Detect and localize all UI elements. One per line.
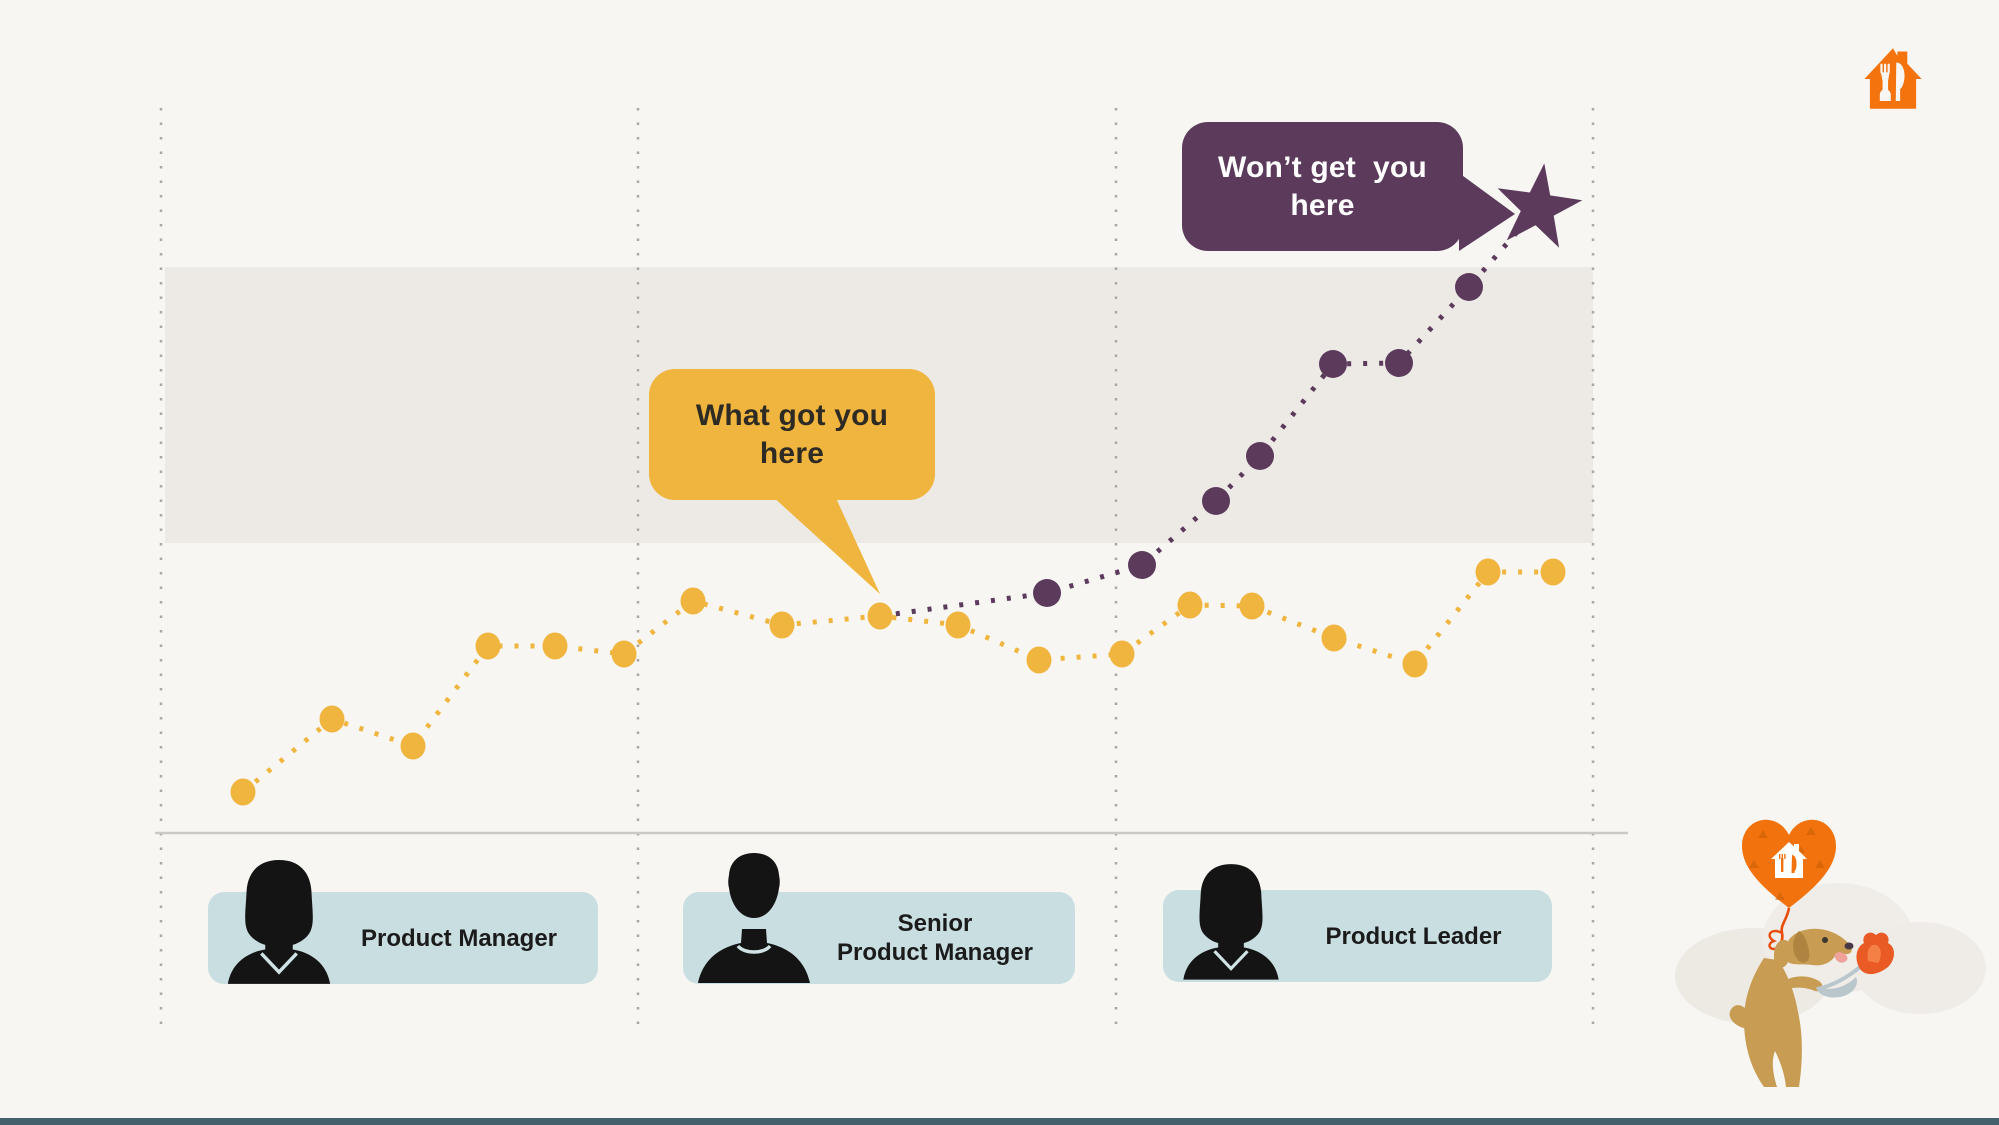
series-dot-yellow bbox=[1321, 624, 1347, 652]
callout-text-line1: What got you bbox=[695, 398, 889, 432]
heart-balloon bbox=[1742, 819, 1836, 962]
series-dot-yellow bbox=[867, 602, 893, 630]
series-dot-yellow bbox=[769, 611, 795, 639]
callout-tail-down-icon bbox=[772, 496, 880, 594]
series-dot-yellow bbox=[680, 587, 706, 615]
series-dot-yellow bbox=[945, 611, 971, 639]
series-dot-yellow bbox=[1109, 640, 1135, 668]
series-dot-yellow bbox=[1239, 592, 1265, 620]
series-dot-yellow bbox=[475, 632, 501, 660]
series-dot-yellow bbox=[319, 705, 345, 733]
series-dot-yellow bbox=[1402, 650, 1428, 678]
fork-icon bbox=[1879, 63, 1891, 101]
callout-tail-right-icon bbox=[1459, 173, 1515, 251]
dog bbox=[1729, 928, 1854, 1087]
series-dot-yellow bbox=[1026, 646, 1052, 674]
dog-eye bbox=[1822, 937, 1828, 943]
series-dot-purple bbox=[1455, 273, 1483, 301]
callout-tail-shape bbox=[772, 496, 880, 594]
callout-text-line2: here bbox=[1290, 188, 1355, 222]
tulip bbox=[1816, 932, 1894, 998]
series-dot-purple bbox=[1033, 579, 1061, 607]
avatar-female-icon bbox=[227, 860, 331, 984]
dog-tongue bbox=[1834, 952, 1848, 963]
callout-tail-shape bbox=[1459, 173, 1515, 251]
avatar-male-icon bbox=[698, 853, 810, 983]
callout-text-line1: Won’t get you bbox=[1218, 150, 1427, 184]
knife-icon bbox=[1895, 62, 1905, 101]
series-line-yellow bbox=[241, 569, 1553, 794]
series-dot-purple bbox=[1319, 350, 1347, 378]
series-dot-yellow bbox=[1540, 558, 1566, 586]
series-dot-yellow bbox=[542, 632, 568, 660]
series-dot-yellow bbox=[1177, 591, 1203, 619]
series-dot-yellow bbox=[1475, 558, 1501, 586]
dog-with-balloon-illustration bbox=[1675, 819, 1986, 1087]
series-dot-purple bbox=[1385, 349, 1413, 377]
collar-line bbox=[1213, 950, 1249, 971]
series-dot-yellow bbox=[611, 640, 637, 668]
dog-nose bbox=[1844, 942, 1854, 950]
series-dot-yellow bbox=[230, 778, 256, 806]
series-dot-purple bbox=[1202, 487, 1230, 515]
series-dot-purple bbox=[1128, 551, 1156, 579]
callout-text-line2: here bbox=[759, 436, 825, 470]
collar-line bbox=[260, 952, 298, 975]
series-dot-purple bbox=[1246, 442, 1274, 470]
callout-wont-get-you-here: Won’t get you here bbox=[1182, 122, 1463, 251]
avatar-female-icon bbox=[1183, 864, 1279, 980]
series-dot-yellow bbox=[400, 732, 426, 760]
star-marker bbox=[1497, 163, 1583, 248]
bottom-edge-bar bbox=[0, 1118, 1999, 1125]
callout-what-got-you-here: What got you here bbox=[649, 369, 935, 500]
collar-line bbox=[736, 944, 772, 954]
brand-logo-house-icon bbox=[1864, 48, 1922, 109]
dog-ear bbox=[1793, 931, 1810, 963]
mini-house-icon bbox=[1771, 842, 1807, 878]
